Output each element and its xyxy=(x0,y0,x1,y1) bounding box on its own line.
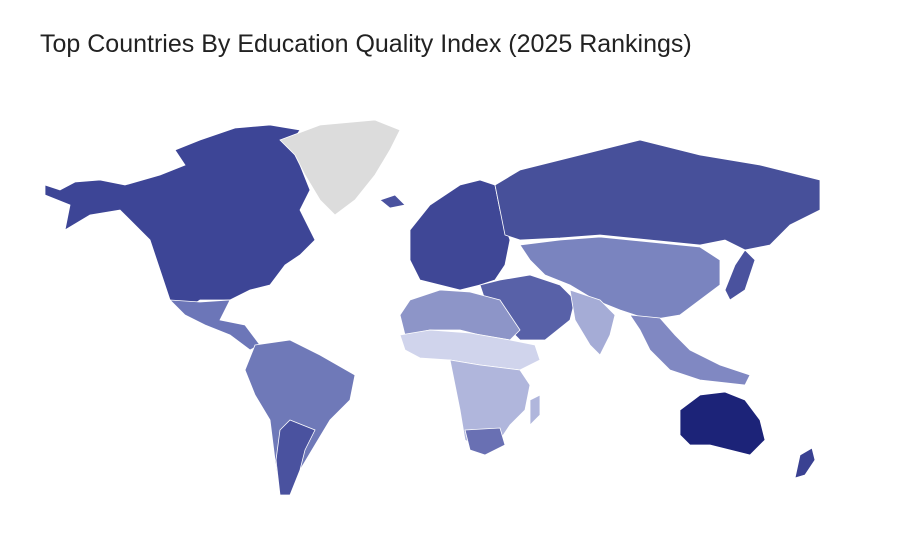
region xyxy=(379,194,406,209)
region xyxy=(409,179,511,291)
region xyxy=(494,139,821,251)
region xyxy=(569,289,616,356)
regions xyxy=(44,119,821,496)
map-title: Top Countries By Education Quality Index… xyxy=(40,30,692,58)
region xyxy=(399,329,541,371)
region xyxy=(679,391,766,456)
region xyxy=(275,419,316,496)
region xyxy=(168,299,261,351)
region xyxy=(519,236,721,321)
region xyxy=(279,119,401,216)
region xyxy=(44,124,316,311)
region xyxy=(529,394,541,426)
region xyxy=(724,249,756,301)
region xyxy=(794,447,816,479)
region xyxy=(464,427,506,456)
region xyxy=(244,339,356,496)
region xyxy=(449,359,531,451)
region xyxy=(629,314,751,386)
